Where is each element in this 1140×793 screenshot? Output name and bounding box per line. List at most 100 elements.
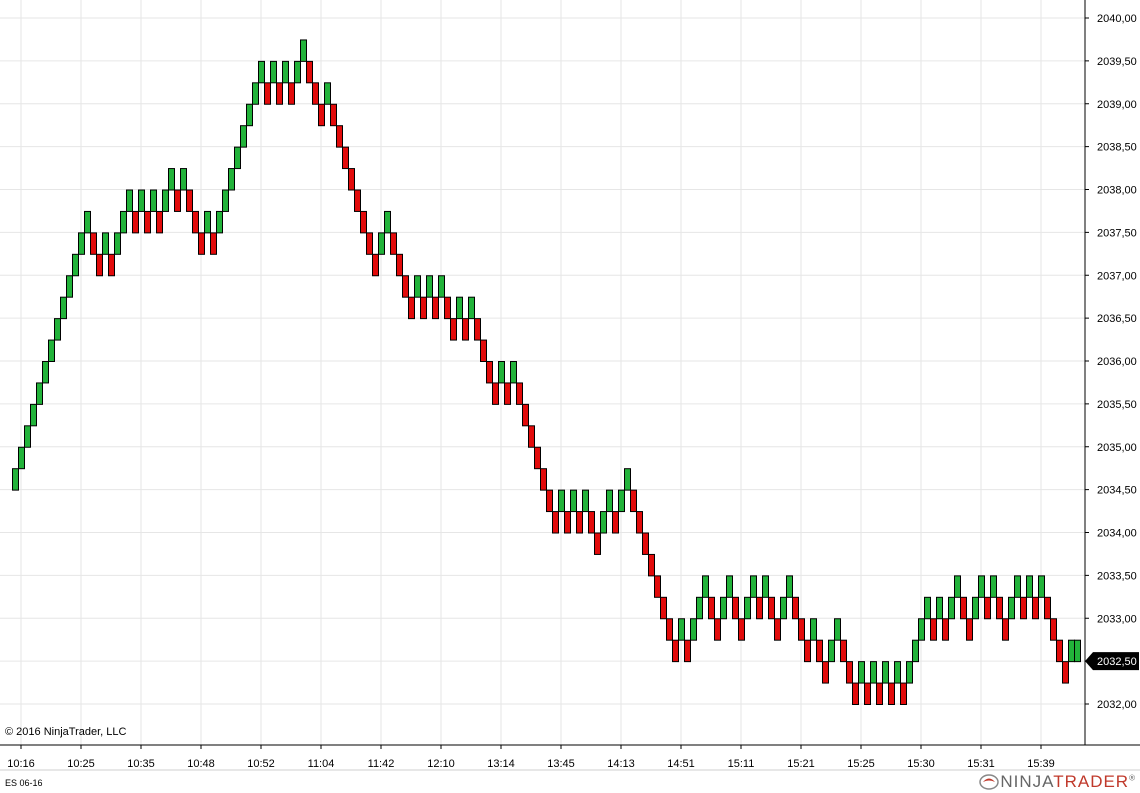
down-brick	[516, 382, 523, 405]
up-brick	[1074, 639, 1081, 663]
up-brick	[954, 575, 961, 598]
up-brick	[468, 296, 475, 320]
down-brick	[1056, 639, 1063, 663]
up-brick	[24, 425, 31, 448]
down-brick	[312, 82, 319, 105]
x-tick-label: 11:42	[368, 758, 395, 770]
down-brick	[774, 618, 781, 641]
x-tick-label: 11:04	[308, 758, 335, 770]
up-brick	[498, 361, 505, 384]
down-brick	[330, 103, 337, 127]
last-price-label: 2032,50	[1097, 656, 1137, 668]
down-brick	[420, 296, 427, 320]
x-tick-label: 15:21	[787, 758, 815, 770]
down-brick	[672, 639, 679, 663]
down-brick	[342, 146, 349, 170]
down-brick	[540, 468, 547, 491]
down-brick	[336, 125, 343, 148]
up-brick	[294, 60, 301, 84]
up-brick	[834, 618, 841, 641]
y-tick-label: 2036,00	[1097, 356, 1137, 368]
up-brick	[894, 661, 901, 684]
down-brick	[588, 511, 595, 534]
up-brick	[426, 275, 433, 298]
up-brick	[948, 596, 955, 620]
up-brick	[750, 575, 757, 598]
down-brick	[846, 661, 853, 684]
up-brick	[1026, 575, 1033, 598]
x-tick-label: 15:25	[847, 758, 875, 770]
down-brick	[642, 532, 649, 555]
down-brick	[492, 382, 499, 405]
up-brick	[456, 296, 463, 320]
up-brick	[600, 511, 607, 534]
up-brick	[246, 103, 253, 127]
down-brick	[732, 596, 739, 620]
up-brick	[1038, 575, 1045, 598]
up-brick	[48, 339, 55, 362]
up-brick	[270, 60, 277, 84]
down-brick	[174, 189, 181, 212]
x-tick-label: 14:51	[667, 758, 695, 770]
down-brick	[450, 318, 457, 341]
up-brick	[690, 618, 697, 641]
brand-logo: NINJATRADER®	[978, 772, 1136, 792]
up-brick	[222, 189, 229, 212]
axes: 2032,00 2032,50 2033,00 2033,50 2034,00 2034,…	[0, 0, 1140, 771]
down-brick	[486, 361, 493, 384]
down-brick	[396, 253, 403, 277]
up-brick	[702, 575, 709, 598]
down-brick	[1050, 618, 1057, 641]
up-brick	[870, 661, 877, 684]
down-brick	[576, 511, 583, 534]
x-tick-label: 15:11	[728, 758, 755, 770]
down-brick	[504, 382, 511, 405]
down-brick	[756, 596, 763, 620]
down-brick	[546, 489, 553, 513]
down-brick	[1032, 596, 1039, 620]
down-brick	[528, 425, 535, 448]
up-brick	[618, 489, 625, 513]
y-tick-label: 2039,50	[1097, 56, 1137, 68]
grid-lines	[0, 0, 1085, 745]
y-tick-label: 2038,50	[1097, 142, 1137, 154]
up-brick	[378, 232, 385, 255]
up-brick	[168, 168, 175, 191]
ninjatrader-logo-icon	[979, 774, 1000, 790]
down-brick	[996, 596, 1003, 620]
x-tick-label: 13:14	[487, 758, 515, 770]
down-brick	[408, 296, 415, 320]
y-tick-label: 2033,50	[1097, 570, 1137, 582]
x-tick-label: 15:30	[907, 758, 935, 770]
down-brick	[444, 296, 451, 320]
down-brick	[864, 682, 871, 705]
down-brick	[354, 189, 361, 212]
down-brick	[462, 318, 469, 341]
up-brick	[780, 596, 787, 620]
up-brick	[180, 168, 187, 191]
up-brick	[150, 189, 157, 212]
down-brick	[648, 553, 655, 577]
copyright-text: © 2016 NinjaTrader, LLC	[5, 726, 127, 738]
down-brick	[348, 168, 355, 191]
up-brick	[858, 661, 865, 684]
up-brick	[582, 489, 589, 513]
down-brick	[1020, 596, 1027, 620]
down-brick	[666, 618, 673, 641]
down-brick	[966, 618, 973, 641]
up-brick	[882, 661, 889, 684]
x-tick-label: 10:16	[7, 758, 35, 770]
y-tick-label: 2037,50	[1097, 227, 1137, 239]
up-brick	[990, 575, 997, 598]
y-tick-label: 2039,00	[1097, 99, 1137, 111]
y-tick-label: 2038,00	[1097, 185, 1137, 197]
up-brick	[138, 189, 145, 212]
up-brick	[1008, 596, 1015, 620]
down-brick	[930, 618, 937, 641]
up-brick	[84, 210, 91, 234]
down-brick	[876, 682, 883, 705]
down-brick	[360, 210, 367, 234]
up-brick	[66, 275, 73, 298]
up-brick	[912, 639, 919, 663]
